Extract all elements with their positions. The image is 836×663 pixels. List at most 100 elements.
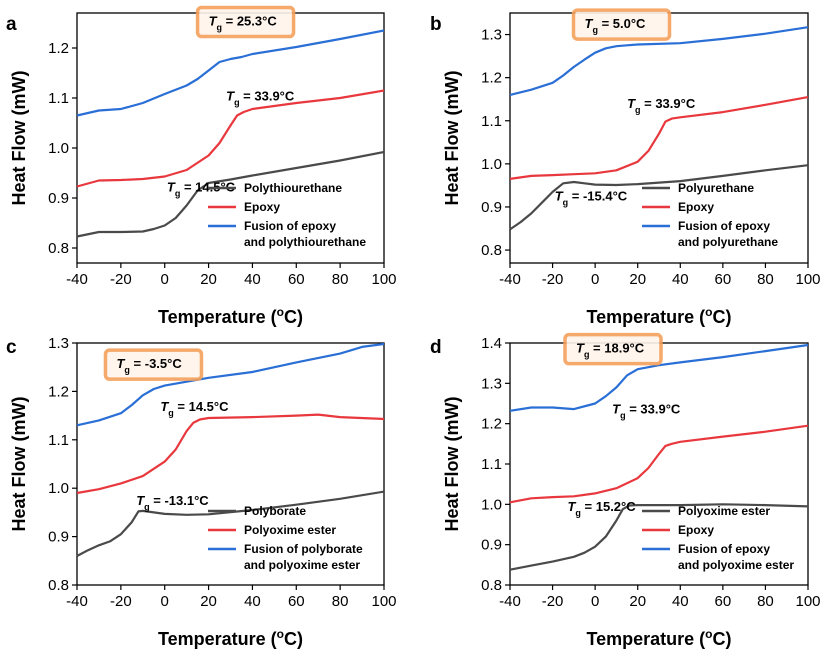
y-tick-label: 1.3 — [48, 335, 69, 352]
legend-label: Fusion of polyborate — [244, 542, 363, 556]
legend-label: Fusion of epoxy — [678, 542, 770, 556]
series-line-blue — [76, 29, 385, 117]
y-tick-label: 0.9 — [48, 529, 69, 546]
y-tick-label: 1.1 — [481, 113, 502, 130]
x-tick-label: 20 — [629, 271, 646, 288]
legend-label: and polyoxime ester — [244, 558, 360, 572]
legend-label: Polythiourethane — [244, 181, 342, 195]
panel-letter: d — [430, 337, 442, 358]
x-tick-label: 0 — [161, 271, 169, 288]
tg-annotation: Tg = 5.0°C — [585, 16, 647, 35]
y-tick-label: 0.8 — [481, 242, 502, 259]
x-tick-label: 60 — [288, 593, 305, 610]
y-tick-label: 1.0 — [48, 480, 69, 497]
tg-annotation: Tg = 15.2°C — [567, 499, 636, 518]
chart-panel-b: b -40 -20 0 20 40 60 80 100 0.8 0.9 1.0 1.1 1.2 1.3 Tem… — [430, 8, 821, 327]
x-tick-label: 0 — [591, 593, 599, 610]
legend-label: Polyoxime ester — [678, 504, 770, 518]
y-tick-label: 1.1 — [48, 432, 69, 449]
x-tick-label: 20 — [629, 593, 646, 610]
y-axis-title: Heat Flow (mW) — [9, 397, 29, 532]
x-tick-label: 80 — [332, 271, 349, 288]
x-tick-label: 100 — [795, 593, 820, 610]
chart-panel-c: c -40 -20 0 20 40 60 80 100 0.8 0.9 1.0 1.1 1.2 1.3 Tem… — [6, 335, 397, 649]
legend-label: Fusion of epoxy — [244, 219, 336, 233]
x-tick-label: 0 — [161, 593, 169, 610]
legend-label: and polythiourethane — [244, 235, 366, 249]
series-line-gray — [509, 164, 809, 231]
x-tick-label: 80 — [757, 271, 774, 288]
y-axis-title: Heat Flow (mW) — [442, 71, 462, 206]
x-axis-title: Temperature (oC) — [158, 627, 303, 649]
panel-letter: c — [6, 337, 17, 358]
y-tick-label: 1.2 — [481, 416, 502, 433]
series-line-gray — [76, 150, 385, 238]
y-tick-label: 1.2 — [48, 40, 69, 57]
series-line-red — [509, 96, 809, 180]
series-line-blue — [509, 26, 809, 96]
tg-annotation: Tg = 25.3°C — [209, 14, 278, 33]
series-line-gray — [509, 503, 809, 571]
x-tick-label: -20 — [110, 271, 132, 288]
x-axis-title: Temperature (oC) — [158, 305, 303, 327]
y-axis-title: Heat Flow (mW) — [9, 71, 29, 206]
y-axis-title: Heat Flow (mW) — [442, 397, 462, 532]
y-tick-label: 0.8 — [48, 240, 69, 257]
x-tick-label: -20 — [542, 593, 564, 610]
legend-label: Polyurethane — [678, 181, 754, 195]
legend-label: and polyurethane — [678, 235, 778, 249]
x-tick-label: 80 — [757, 593, 774, 610]
y-tick-label: 1.0 — [481, 156, 502, 173]
y-tick-label: 0.8 — [481, 577, 502, 594]
chart-panel-d: d -40 -20 0 20 40 60 80 100 0.8 0.9 1.0 1.1 1.2 1.3 1.4… — [430, 332, 821, 649]
tg-annotation: Tg = -3.5°C — [116, 356, 182, 375]
x-tick-label: 40 — [672, 271, 689, 288]
series-line-red — [76, 413, 385, 495]
y-tick-label: 1.2 — [481, 70, 502, 87]
tg-highlight-box — [103, 348, 204, 381]
x-tick-label: 0 — [591, 271, 599, 288]
series-line-blue — [76, 342, 385, 427]
y-tick-label: 1.1 — [48, 90, 69, 107]
y-tick-label: 0.9 — [481, 537, 502, 554]
x-tick-label: 40 — [244, 593, 261, 610]
x-tick-label: 100 — [371, 593, 396, 610]
y-tick-label: 0.9 — [48, 190, 69, 207]
x-tick-label: -40 — [499, 593, 521, 610]
y-tick-label: 1.0 — [48, 140, 69, 157]
series-line-blue — [509, 343, 809, 412]
y-tick-label: 1.2 — [48, 383, 69, 400]
legend-label: Epoxy — [678, 523, 714, 537]
legend-label: Polyborate — [244, 504, 306, 518]
series-line-red — [76, 89, 385, 188]
tg-highlight-box — [563, 332, 663, 366]
x-tick-label: -20 — [110, 593, 132, 610]
tg-annotation: Tg = -13.1°C — [136, 493, 209, 512]
tg-annotation: Tg = 18.9°C — [576, 341, 645, 360]
legend-label: Epoxy — [678, 200, 714, 214]
x-tick-label: 20 — [200, 271, 217, 288]
chart-panel-a: a -40 -20 0 20 40 60 80 100 0.8 0.9 1.0 1.1 1.2 Temper… — [6, 5, 397, 327]
x-tick-label: 80 — [332, 593, 349, 610]
y-tick-label: 1.3 — [481, 375, 502, 392]
legend-label: Epoxy — [244, 200, 280, 214]
x-tick-label: 60 — [288, 271, 305, 288]
tg-annotation: Tg = 33.9°C — [627, 96, 696, 115]
x-tick-label: 20 — [200, 593, 217, 610]
y-tick-label: 0.8 — [48, 577, 69, 594]
series-line-gray — [76, 490, 385, 557]
tg-annotation: Tg = 14.5°C — [160, 399, 229, 418]
y-tick-label: 1.4 — [481, 335, 502, 352]
x-tick-label: 60 — [715, 271, 732, 288]
x-tick-label: 40 — [672, 593, 689, 610]
x-tick-label: 60 — [715, 593, 732, 610]
x-tick-label: 100 — [371, 271, 396, 288]
tg-highlight-box — [571, 8, 672, 41]
x-tick-label: -40 — [66, 271, 88, 288]
tg-highlight-box — [195, 5, 296, 39]
x-tick-label: -40 — [499, 271, 521, 288]
legend-label: Fusion of epoxy — [678, 219, 770, 233]
plot-frame — [76, 342, 385, 586]
tg-annotation: Tg = 33.9°C — [612, 402, 681, 421]
